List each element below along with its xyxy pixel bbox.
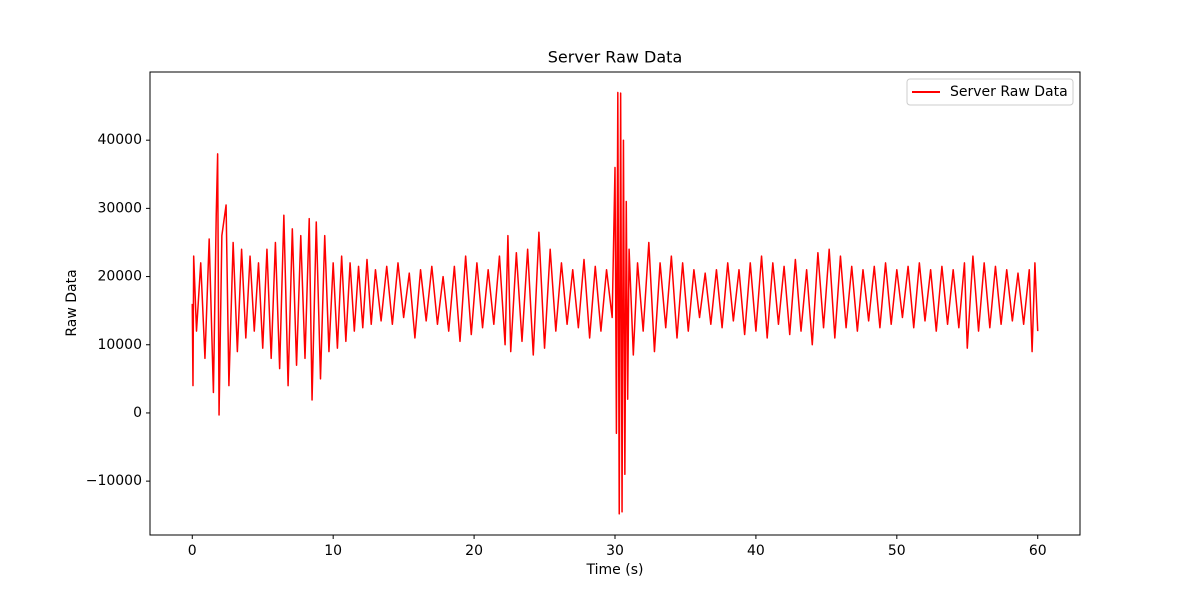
data-line: [191, 91, 1039, 515]
legend-label: Server Raw Data: [950, 84, 1068, 100]
x-axis-label: Time (s): [586, 562, 644, 578]
chart-title: Server Raw Data: [548, 48, 683, 67]
x-tick-label: 10: [324, 543, 342, 559]
legend-box: [906, 78, 1074, 106]
x-tick-label: 30: [606, 543, 624, 559]
x-tick-label: 20: [465, 543, 483, 559]
y-tick-label: 20000: [97, 269, 142, 285]
y-tick-label: 30000: [97, 200, 142, 216]
x-tick-label: 0: [188, 543, 197, 559]
y-tick-label: 40000: [97, 132, 142, 148]
y-tick-label: 10000: [97, 337, 142, 353]
y-axis-label: Raw Data: [64, 269, 80, 336]
y-tick-label: 0: [133, 405, 142, 421]
x-tick-label: 50: [888, 543, 906, 559]
y-tick-label: −10000: [86, 473, 142, 489]
x-tick-label: 60: [1029, 543, 1047, 559]
x-tick-label: 40: [747, 543, 765, 559]
plot-frame: [149, 71, 1081, 536]
